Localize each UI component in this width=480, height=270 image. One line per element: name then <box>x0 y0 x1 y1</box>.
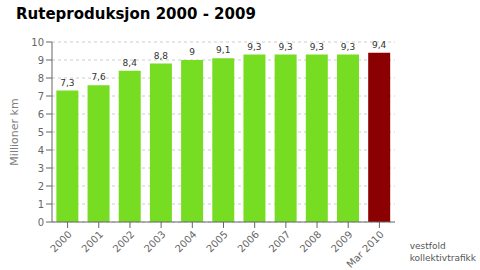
svg-text:9,3: 9,3 <box>341 42 355 52</box>
svg-text:2001: 2001 <box>79 229 105 255</box>
svg-text:9,1: 9,1 <box>216 45 230 55</box>
svg-text:7,3: 7,3 <box>60 78 74 88</box>
svg-text:1: 1 <box>38 199 44 210</box>
svg-text:7: 7 <box>38 91 44 102</box>
svg-text:5: 5 <box>38 127 44 138</box>
svg-text:9,3: 9,3 <box>278 42 292 52</box>
svg-text:6: 6 <box>38 109 44 120</box>
svg-text:Millioner km: Millioner km <box>8 98 21 165</box>
svg-text:9,4: 9,4 <box>372 40 387 50</box>
svg-text:2009: 2009 <box>329 229 355 255</box>
svg-text:3: 3 <box>38 163 44 174</box>
svg-text:2004: 2004 <box>173 229 199 255</box>
svg-text:8: 8 <box>38 73 44 84</box>
svg-text:2007: 2007 <box>267 229 293 255</box>
svg-text:4: 4 <box>38 145 44 156</box>
svg-text:7,6: 7,6 <box>91 72 106 82</box>
svg-text:2006: 2006 <box>235 229 261 255</box>
svg-text:8,4: 8,4 <box>123 58 138 68</box>
svg-text:Mar 2010: Mar 2010 <box>344 229 385 270</box>
html-text:vestfold kollektivtrafikk: vestfold kollektivtrafikk <box>409 241 476 263</box>
svg-text:2000: 2000 <box>48 229 74 255</box>
svg-text:2003: 2003 <box>142 229 168 255</box>
svg-text:2: 2 <box>38 181 44 192</box>
svg-text:9: 9 <box>38 55 44 66</box>
svg-text:9: 9 <box>189 47 195 57</box>
svg-text:2005: 2005 <box>204 229 230 255</box>
svg-text:2002: 2002 <box>111 229 137 255</box>
svg-text:0: 0 <box>38 217 44 228</box>
svg-text:10: 10 <box>31 37 44 48</box>
svg-text:8,8: 8,8 <box>154 51 169 61</box>
html-text:Ruteproduksjon 2000 - 2009: Ruteproduksjon 2000 - 2009 <box>16 5 256 23</box>
svg-text:2008: 2008 <box>298 229 324 255</box>
svg-text:9,3: 9,3 <box>247 42 261 52</box>
svg-text:9,3: 9,3 <box>310 42 324 52</box>
